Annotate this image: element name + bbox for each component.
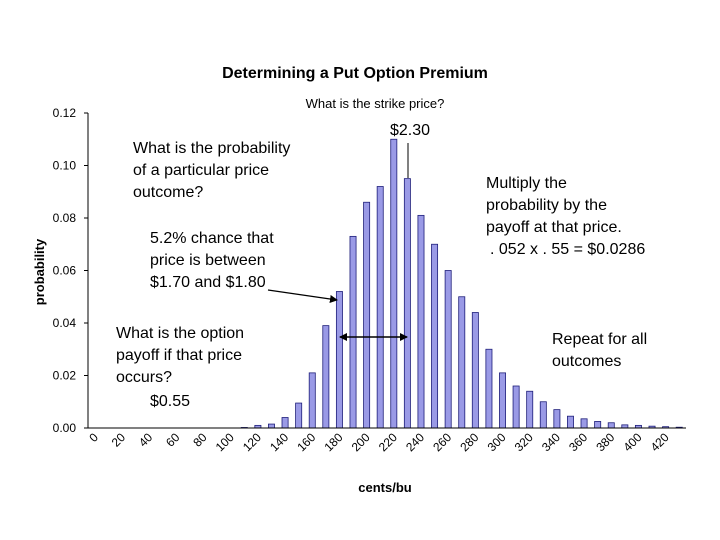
- x-tick-label: 400: [620, 430, 644, 454]
- x-tick-label: 340: [539, 430, 563, 454]
- bar: [281, 417, 289, 429]
- bar: [458, 296, 466, 429]
- repeat-note: Repeat for all outcomes: [552, 331, 647, 370]
- x-tick-label: 360: [566, 430, 590, 454]
- multiply-note-line: payoff at that price.: [486, 219, 622, 236]
- probability-question-note: What is the probability of a particular …: [133, 140, 290, 201]
- x-tick-label: 240: [403, 430, 427, 454]
- bar: [471, 312, 479, 429]
- x-tick-label: 320: [512, 430, 536, 454]
- x-tick-label: 180: [321, 430, 345, 454]
- y-tick-label: 0.08: [53, 211, 77, 225]
- y-axis-label: probability: [32, 238, 47, 305]
- bar: [594, 421, 602, 429]
- repeat-note-line: outcomes: [552, 353, 621, 370]
- x-tick-label: 0: [86, 430, 101, 445]
- payoff-question-line: What is the option: [116, 325, 244, 342]
- y-tick-label: 0.10: [53, 159, 77, 173]
- y-axis-ticks: 0.00 0.02 0.04 0.06 0.08 0.10 0.12: [53, 106, 88, 435]
- bar: [376, 186, 384, 429]
- x-tick-label: 80: [190, 430, 210, 450]
- repeat-note-line: Repeat for all: [552, 331, 647, 348]
- payoff-value: $0.55: [150, 393, 190, 410]
- bar: [403, 178, 411, 429]
- bar: [444, 270, 452, 429]
- bar: [526, 390, 534, 429]
- x-tick-label: 280: [457, 430, 481, 454]
- x-tick-label: 60: [163, 430, 183, 450]
- x-tick-label: 40: [136, 430, 156, 450]
- y-tick-label: 0.02: [53, 369, 77, 383]
- x-tick-label: 120: [240, 430, 264, 454]
- x-tick-label: 420: [648, 430, 672, 454]
- prob-answer-line: $1.70 and $1.80: [150, 274, 266, 291]
- bar: [349, 235, 357, 429]
- bar: [512, 385, 520, 429]
- bar: [485, 348, 493, 429]
- x-tick-label: 160: [294, 430, 318, 454]
- bar: [607, 422, 615, 429]
- multiply-note-line: Multiply the: [486, 175, 567, 192]
- prob-answer-line: price is between: [150, 252, 266, 269]
- prob-question-line: of a particular price: [133, 162, 269, 179]
- bar: [268, 423, 275, 429]
- x-tick-label: 260: [430, 430, 454, 454]
- x-axis-label: cents/bu: [358, 480, 412, 495]
- bar: [539, 401, 547, 429]
- bar: [417, 214, 425, 429]
- multiply-note: Multiply the probability by the payoff a…: [486, 175, 645, 258]
- bar: [335, 291, 343, 429]
- chart-title: Determining a Put Option Premium: [222, 65, 488, 82]
- bar: [431, 243, 439, 429]
- bar: [567, 415, 574, 429]
- x-tick-label: 220: [376, 430, 400, 454]
- y-tick-label: 0.12: [53, 106, 77, 120]
- x-tick-label: 300: [485, 430, 509, 454]
- prob-question-line: outcome?: [133, 184, 203, 201]
- x-tick-label: 20: [109, 430, 129, 450]
- payoff-question-line: occurs?: [116, 369, 172, 386]
- bar: [308, 372, 316, 429]
- bars: [240, 138, 683, 429]
- probability-arrow: [267, 289, 338, 303]
- bar: [580, 418, 588, 429]
- x-tick-label: 140: [267, 430, 291, 454]
- x-tick-label: 200: [349, 430, 373, 454]
- prob-question-line: What is the probability: [133, 140, 290, 157]
- bar: [363, 201, 371, 429]
- probability-answer-note: 5.2% chance that price is between $1.70 …: [150, 230, 274, 291]
- strike-value: $2.30: [390, 122, 430, 139]
- prob-answer-line: 5.2% chance that: [150, 230, 274, 247]
- y-tick-label: 0.06: [53, 264, 77, 278]
- x-tick-label: 380: [593, 430, 617, 454]
- y-tick-label: 0.04: [53, 316, 77, 330]
- bar: [499, 372, 506, 429]
- strike-question: What is the strike price?: [306, 96, 445, 111]
- bar: [322, 325, 330, 429]
- y-tick-label: 0.00: [53, 421, 77, 435]
- bar: [295, 402, 303, 429]
- x-axis-ticks: 0 20 40 60 80 100 120 140 160 180 200 220 240 260 280 3…: [86, 430, 672, 454]
- multiply-note-line: probability by the: [486, 197, 607, 214]
- bar: [390, 138, 398, 429]
- payoff-question-line: payoff if that price: [116, 347, 242, 364]
- bar: [553, 409, 561, 429]
- payoff-question-note: What is the option payoff if that price …: [116, 325, 244, 410]
- x-tick-label: 100: [213, 430, 237, 454]
- multiply-note-line: . 052 x . 55 = $0.0286: [490, 241, 645, 258]
